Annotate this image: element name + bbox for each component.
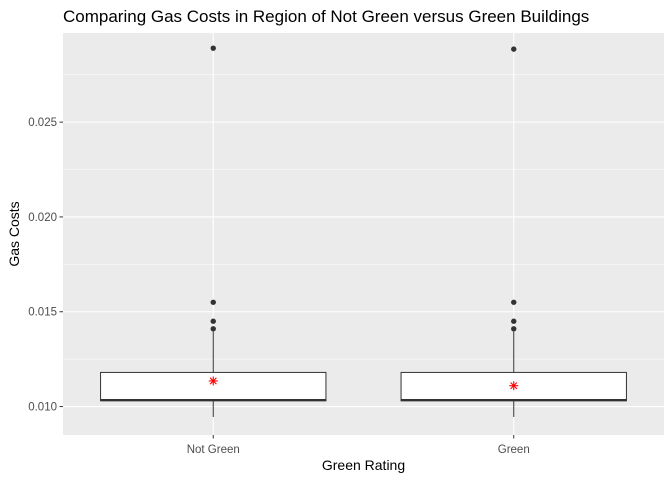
outlier-point <box>210 45 216 51</box>
outlier-point <box>210 318 216 324</box>
x-tick-label: Not Green <box>187 444 240 456</box>
y-axis-title: Gas Costs <box>6 201 22 266</box>
y-tick-label: 0.025 <box>28 117 57 129</box>
outlier-point <box>210 299 216 305</box>
x-axis-title: Green Rating <box>322 457 405 473</box>
outlier-point <box>511 46 517 52</box>
outlier-point <box>511 318 517 324</box>
mean-marker <box>208 376 218 386</box>
x-tick-label: Green <box>498 444 530 456</box>
plot-panel <box>63 33 664 435</box>
y-tick-label: 0.010 <box>28 402 57 414</box>
x-axis: Not Green Green <box>187 435 530 456</box>
mean-marker-stroke <box>209 377 217 385</box>
outlier-point <box>511 299 517 305</box>
y-tick-label: 0.020 <box>28 212 57 224</box>
y-tick-label: 0.015 <box>28 307 57 319</box>
mean-marker <box>509 381 519 391</box>
box-plots <box>100 45 627 417</box>
box-not-green <box>100 45 327 417</box>
y-axis: 0.010 0.015 0.020 0.025 <box>28 117 63 414</box>
mean-marker-stroke <box>510 382 518 390</box>
outlier-point <box>511 326 517 332</box>
outlier-point <box>210 326 216 332</box>
chart-title: Comparing Gas Costs in Region of Not Gre… <box>63 7 589 26</box>
box-green <box>400 46 627 417</box>
